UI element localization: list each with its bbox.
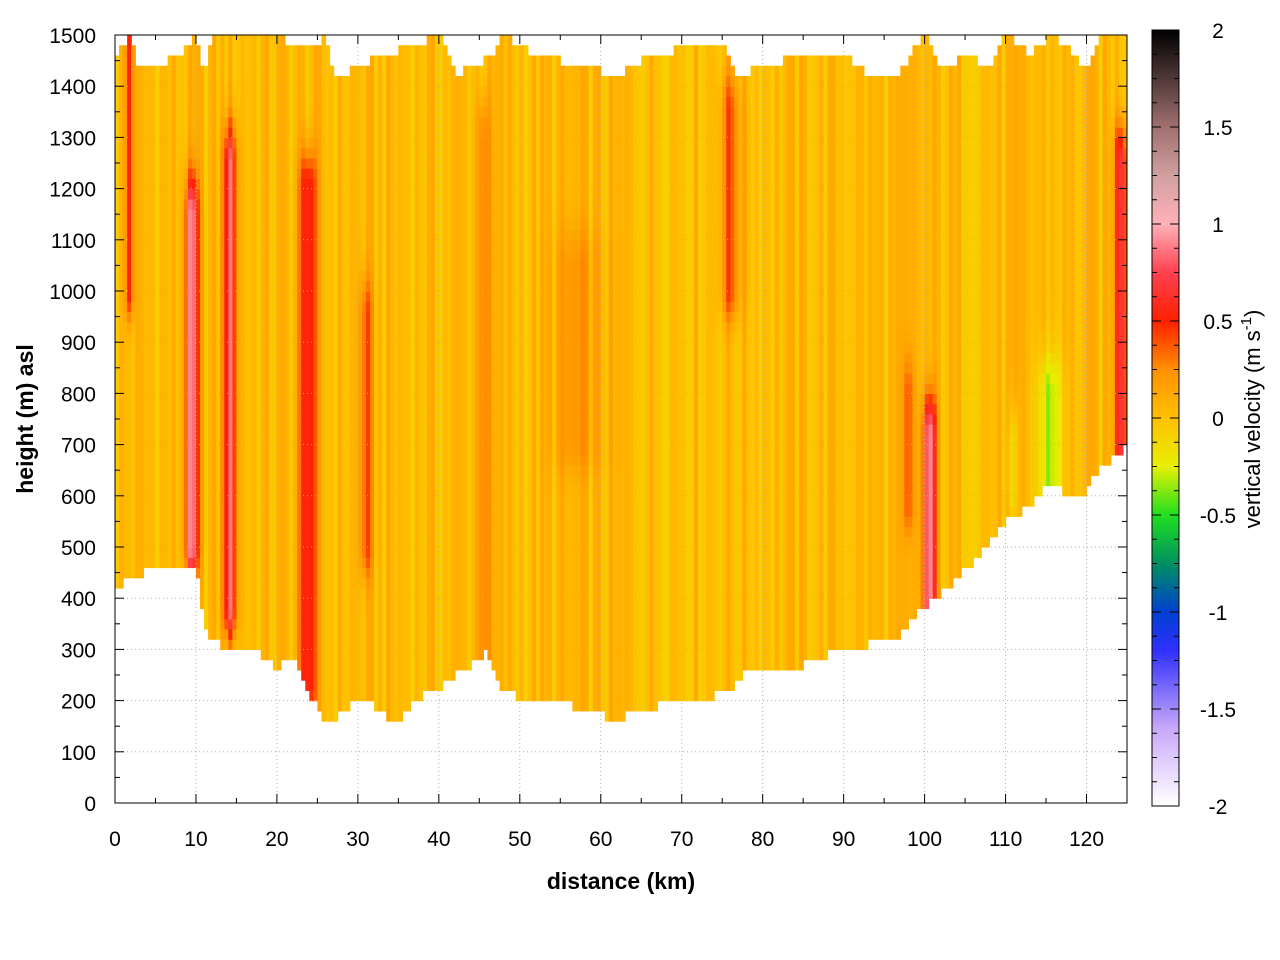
colorbar-ticks: 2 1.5 1 0.5 0 -0.5 -1 -1.5 -2 bbox=[1152, 20, 1236, 819]
x-tick-label: 90 bbox=[832, 828, 855, 851]
x-axis-title: distance (km) bbox=[547, 868, 695, 894]
colorbar-title-close: ) bbox=[1240, 310, 1265, 317]
y-axis-ticks: 0 100 200 300 400 500 600 700 800 900 1000 1100 1200… bbox=[49, 25, 1127, 816]
y-tick-label: 1100 bbox=[51, 230, 96, 253]
colorbar-tick-label: -1 bbox=[1209, 602, 1228, 625]
x-tick-label: 10 bbox=[184, 828, 207, 851]
x-axis-ticks: 0 10 20 30 40 50 60 70 80 90 100 110 120 bbox=[109, 35, 1128, 851]
y-tick-label: 100 bbox=[61, 742, 96, 765]
y-tick-label: 1400 bbox=[49, 76, 96, 99]
colorbar-tick-label: 0 bbox=[1212, 408, 1224, 431]
y-tick-label: 900 bbox=[61, 332, 96, 355]
x-tick-label: 100 bbox=[907, 828, 942, 851]
x-tick-label: 120 bbox=[1069, 828, 1104, 851]
y-tick-label: 1300 bbox=[49, 127, 96, 150]
y-tick-label: 300 bbox=[61, 639, 96, 662]
x-tick-label: 0 bbox=[109, 828, 121, 851]
y-tick-label: 800 bbox=[61, 383, 96, 406]
x-tick-label: 70 bbox=[670, 828, 693, 851]
x-tick-label: 40 bbox=[427, 828, 450, 851]
colorbar-tick-label: -2 bbox=[1209, 796, 1228, 819]
y-tick-label: 0 bbox=[84, 793, 96, 816]
y-tick-label: 200 bbox=[61, 691, 96, 714]
y-tick-label: 1000 bbox=[49, 281, 96, 304]
x-tick-label: 50 bbox=[508, 828, 531, 851]
colorbar-tick-label: 2 bbox=[1212, 20, 1224, 43]
colorbar-tick-label: -1.5 bbox=[1200, 699, 1236, 722]
colorbar-tick-label: 0.5 bbox=[1203, 311, 1232, 334]
y-tick-label: 600 bbox=[61, 486, 96, 509]
colorbar: 2 1.5 1 0.5 0 -0.5 -1 -1.5 -2 vertical velocity … bbox=[1151, 20, 1265, 819]
colorbar-tick-label: 1 bbox=[1212, 214, 1224, 237]
x-tick-label: 60 bbox=[589, 828, 612, 851]
x-tick-label: 30 bbox=[346, 828, 369, 851]
colorbar-title-sup: -1 bbox=[1238, 317, 1255, 330]
colorbar-tick-label: 1.5 bbox=[1203, 117, 1232, 140]
y-tick-label: 700 bbox=[61, 435, 96, 458]
y-tick-label: 1500 bbox=[49, 25, 96, 48]
velocity-field bbox=[115, 35, 1127, 722]
colorbar-title: vertical velocity (m s-1) bbox=[1238, 310, 1265, 529]
x-tick-label: 110 bbox=[989, 828, 1022, 851]
colorbar-title-main: vertical velocity (m s bbox=[1240, 330, 1265, 528]
y-axis-title: height (m) asl bbox=[12, 344, 38, 494]
x-tick-label: 20 bbox=[265, 828, 288, 851]
y-tick-label: 1200 bbox=[49, 179, 96, 202]
colorbar-tick-label: -0.5 bbox=[1200, 505, 1236, 528]
y-tick-label: 400 bbox=[61, 588, 96, 611]
y-tick-label: 500 bbox=[61, 537, 96, 560]
grid-lines bbox=[115, 35, 1127, 803]
x-tick-label: 80 bbox=[751, 828, 774, 851]
